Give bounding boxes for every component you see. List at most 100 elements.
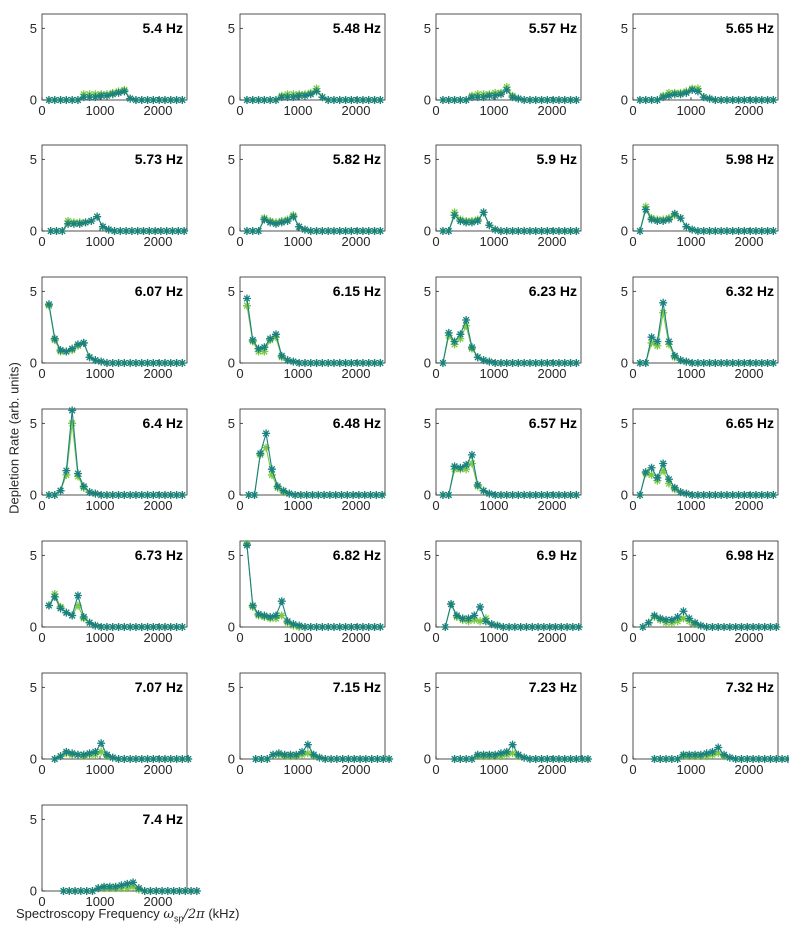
data-point-dark — [578, 755, 587, 763]
data-point-dark-glyph — [508, 491, 517, 499]
panel-22: 0 1000 2000 0 5 7.15 Hz — [228, 672, 394, 777]
panel-title: 6.65 Hz — [726, 415, 774, 431]
data-point-dark — [688, 491, 697, 499]
x-axis-label-omega: ω — [163, 907, 175, 922]
data-point-dark — [464, 614, 473, 623]
data-point-dark — [283, 93, 292, 102]
data-point-dark — [543, 491, 552, 499]
data-point-dark — [295, 621, 304, 630]
data-point-dark-glyph — [108, 90, 117, 99]
data-point-dark-glyph — [734, 227, 743, 235]
data-point-dark-glyph — [502, 747, 511, 756]
data-point-dark-glyph — [572, 359, 581, 367]
data-point-dark-glyph — [717, 227, 726, 235]
data-point-dark-glyph — [641, 359, 650, 367]
data-point-dark-glyph — [341, 623, 350, 631]
x-tick-label: 2000 — [144, 762, 173, 777]
data-point-dark-glyph — [93, 212, 102, 221]
data-point-dark-glyph — [178, 755, 187, 763]
data-point-dark — [266, 612, 275, 621]
x-tick-label: 1000 — [86, 366, 115, 381]
data-point-dark-glyph — [131, 96, 140, 104]
data-point-dark — [335, 227, 344, 235]
data-point-dark-glyph — [450, 755, 459, 763]
data-point-dark-glyph — [73, 750, 82, 759]
data-point-dark-glyph — [514, 227, 523, 235]
data-point-dark — [108, 753, 117, 762]
panel-title: 6.15 Hz — [333, 283, 381, 299]
x-tick-label: 1000 — [480, 630, 509, 645]
data-point-dark — [549, 755, 558, 763]
data-point-dark — [81, 218, 90, 227]
data-point-dark-glyph — [653, 473, 662, 482]
data-point-dark — [114, 491, 123, 499]
panel-19: 0 1000 2000 0 5 6.9 Hz — [424, 540, 583, 645]
y-tick-label: 5 — [30, 21, 37, 36]
panel-title: 6.57 Hz — [529, 415, 577, 431]
data-point-dark-glyph — [560, 96, 569, 104]
data-point-dark-glyph — [318, 359, 327, 367]
data-point-dark-glyph — [155, 623, 164, 631]
x-tick-label: 1000 — [677, 498, 706, 513]
data-point-dark-glyph — [670, 209, 679, 218]
data-point-dark — [444, 96, 453, 104]
data-point-dark — [656, 614, 665, 623]
data-point-dark — [309, 750, 318, 759]
data-point-dark-glyph — [44, 300, 53, 309]
data-point-dark-glyph — [473, 93, 482, 102]
data-point-dark — [508, 491, 517, 499]
panel-title: 6.07 Hz — [135, 283, 183, 299]
data-point-light-glyph — [242, 301, 251, 310]
data-point-dark-glyph — [554, 96, 563, 104]
x-tick-label: 0 — [38, 630, 45, 645]
data-point-dark — [139, 227, 148, 235]
data-point-dark — [650, 611, 659, 620]
data-point-dark — [731, 755, 740, 763]
data-point-dark — [300, 91, 309, 100]
data-point-dark-glyph — [566, 359, 575, 367]
panel-24: 0 1000 2000 0 5 7.32 Hz — [621, 672, 789, 777]
data-point-dark-glyph — [664, 475, 673, 484]
data-point-dark — [664, 475, 673, 484]
data-point-dark — [722, 491, 731, 499]
y-tick-label: 0 — [424, 752, 431, 767]
data-point-dark-glyph — [292, 750, 301, 759]
data-point-dark-glyph — [708, 747, 717, 756]
data-point-dark-glyph — [549, 227, 558, 235]
data-point-dark-glyph — [543, 96, 552, 104]
data-point-dark — [254, 610, 263, 619]
data-point-dark-glyph — [367, 755, 376, 763]
data-point-dark-glyph — [79, 750, 88, 759]
data-point-dark — [531, 96, 540, 104]
data-point-dark — [172, 755, 181, 763]
data-point-dark — [250, 491, 259, 499]
x-tick-label: 0 — [629, 762, 636, 777]
data-point-dark-glyph — [467, 218, 476, 227]
data-point-dark-glyph — [438, 227, 447, 235]
data-point-dark-glyph — [79, 93, 88, 102]
data-point-dark-glyph — [300, 359, 309, 367]
data-point-dark — [271, 219, 280, 228]
data-point-dark-glyph — [274, 749, 283, 758]
data-point-dark-glyph — [563, 623, 572, 631]
data-point-dark — [635, 227, 644, 235]
data-point-dark — [325, 491, 334, 499]
data-point-dark-glyph — [688, 491, 697, 499]
data-point-dark — [137, 623, 146, 631]
data-point-dark-glyph — [271, 219, 280, 228]
data-point-dark-glyph — [531, 491, 540, 499]
x-tick-label: 1000 — [284, 762, 313, 777]
data-point-light-glyph — [508, 749, 517, 758]
data-point-dark — [531, 755, 540, 763]
data-point-dark — [522, 623, 531, 631]
data-point-dark — [277, 597, 286, 606]
data-point-dark — [549, 491, 558, 499]
data-point-dark — [324, 359, 333, 367]
panel-title: 5.65 Hz — [726, 20, 774, 36]
data-point-dark-glyph — [341, 227, 350, 235]
data-point-dark-glyph — [516, 623, 525, 631]
data-point-dark — [746, 227, 755, 235]
x-tick-label: 2000 — [144, 366, 173, 381]
data-point-dark — [728, 491, 737, 499]
data-point-dark-glyph — [172, 755, 181, 763]
